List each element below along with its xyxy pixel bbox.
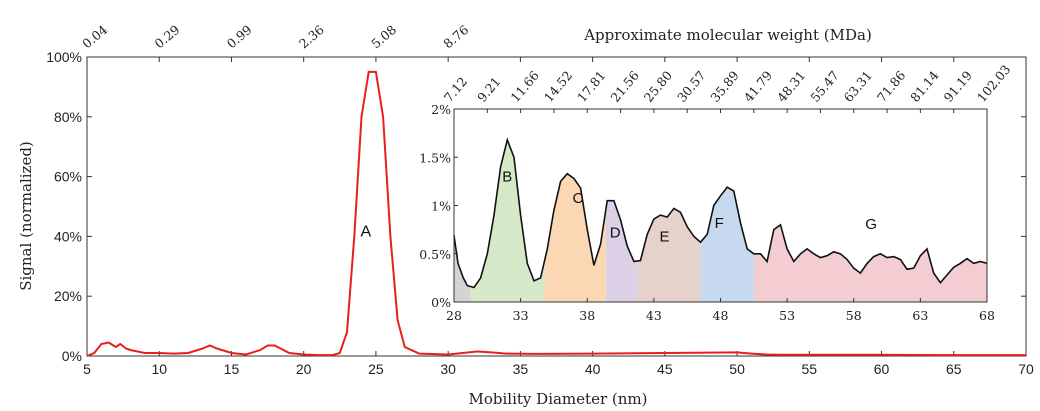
- x-tick-label: 5: [83, 361, 91, 377]
- inset-y-tick-label: 0.5%: [419, 247, 451, 262]
- y-tick-label: 80%: [54, 109, 82, 125]
- inset-x-tick-label: 28: [446, 308, 462, 323]
- inset-top-axis-label: 9.21: [474, 74, 503, 105]
- peak-region-d: [605, 200, 638, 302]
- signal-line: [86, 70, 1026, 357]
- region-label: G: [865, 216, 877, 233]
- inset-top-axis-label: 91.19: [940, 68, 975, 105]
- inset-top-axis-label: 21.56: [607, 68, 642, 105]
- y-tick-label: 60%: [54, 169, 82, 185]
- inset-top-axis-label: 55.47: [807, 68, 842, 105]
- x-tick-label: 45: [657, 361, 673, 377]
- peak-label: A: [360, 223, 371, 240]
- peak-region-c: [544, 173, 606, 302]
- inset-y-tick-label: 0%: [431, 295, 451, 310]
- y-tick-label: 100%: [46, 49, 82, 65]
- region-label: E: [660, 228, 670, 245]
- inset-top-axis-label: 71.86: [874, 68, 909, 105]
- inset-top-axis-label: 35.89: [707, 68, 742, 105]
- y-tick-label: 0%: [62, 348, 82, 364]
- inset-y-tick-label: 1.5%: [419, 150, 451, 165]
- x-tick-label: 50: [729, 361, 745, 377]
- region-label: F: [715, 215, 724, 232]
- region-label: C: [573, 190, 584, 207]
- region-label: B: [502, 169, 512, 186]
- x-tick-label: 20: [296, 361, 312, 377]
- inset-top-axis-label: 41.79: [741, 68, 776, 105]
- x-tick-label: 65: [946, 361, 962, 377]
- inset-x-tick-label: 53: [779, 308, 795, 323]
- inset-top-axis-label: 11.66: [507, 68, 542, 105]
- x-tick-label: 25: [368, 361, 384, 377]
- inset-x-tick-label: 68: [979, 308, 995, 323]
- y-tick-label: 40%: [54, 228, 82, 244]
- y-tick-label: 20%: [54, 288, 82, 304]
- inset-line: [453, 137, 988, 289]
- x-tick-label: 35: [513, 361, 529, 377]
- top-axis-label: 0.99: [224, 22, 255, 51]
- inset-plot: B C D E F G 28 33 38 43 48 53 58 63 68 0% 0.5% 1% 1.5% 2%7.…: [419, 62, 1013, 323]
- inset-y-tick-label: 2%: [431, 102, 451, 117]
- inset-x-tick-label: 58: [846, 308, 862, 323]
- inset-top-axis-label: 25.80: [641, 68, 676, 105]
- inset-top-axis-label: 81.14: [907, 68, 942, 105]
- inset-y-tick-label: 1%: [431, 199, 451, 214]
- x-tick-label: 15: [224, 361, 240, 377]
- inset-top-axis-label: 102.03: [974, 62, 1014, 105]
- inset-top-axis-label: 30.57: [674, 68, 709, 105]
- peak-region-b: [470, 139, 545, 302]
- x-tick-label: 55: [802, 361, 818, 377]
- top-axis-label: 0.04: [79, 22, 110, 51]
- top-axis-label: 2.36: [296, 22, 327, 51]
- peak-region-g: [753, 224, 987, 302]
- peak-region-f: [700, 187, 754, 302]
- peak-region-e: [637, 208, 701, 302]
- inset-top-axis-label: 63.31: [841, 68, 876, 105]
- inset-x-tick-label: 48: [713, 308, 729, 323]
- inset-top-axis-label: 7.12: [441, 74, 470, 105]
- main-plot-frame: [86, 56, 1027, 357]
- inset-top-axis-label: 17.81: [574, 68, 609, 105]
- x-tick-label: 60: [874, 361, 890, 377]
- y-axis-title: Signal (normalized): [17, 141, 35, 291]
- inset-x-tick-label: 33: [513, 308, 529, 323]
- x-tick-label: 30: [440, 361, 456, 377]
- x-tick-label: 10: [151, 361, 167, 377]
- top-axis-label: 5.08: [368, 22, 399, 51]
- inset-x-tick-label: 43: [646, 308, 662, 323]
- inset-top-axis-label: 48.31: [774, 68, 809, 105]
- top-axis-title: Approximate molecular weight (MDa): [583, 26, 872, 44]
- x-axis-title: Mobility Diameter (nm): [469, 390, 648, 408]
- x-tick-label: 40: [585, 361, 601, 377]
- inset-x-tick-label: 38: [579, 308, 595, 323]
- peak-region-baseline: [454, 235, 470, 302]
- inset-top-axis-label: 14.52: [541, 68, 576, 105]
- top-axis-label: 8.76: [440, 22, 471, 51]
- x-tick-label: 70: [1018, 361, 1034, 377]
- region-label: D: [610, 225, 621, 242]
- inset-x-tick-label: 63: [912, 308, 928, 323]
- top-axis-label: 0.29: [152, 22, 183, 51]
